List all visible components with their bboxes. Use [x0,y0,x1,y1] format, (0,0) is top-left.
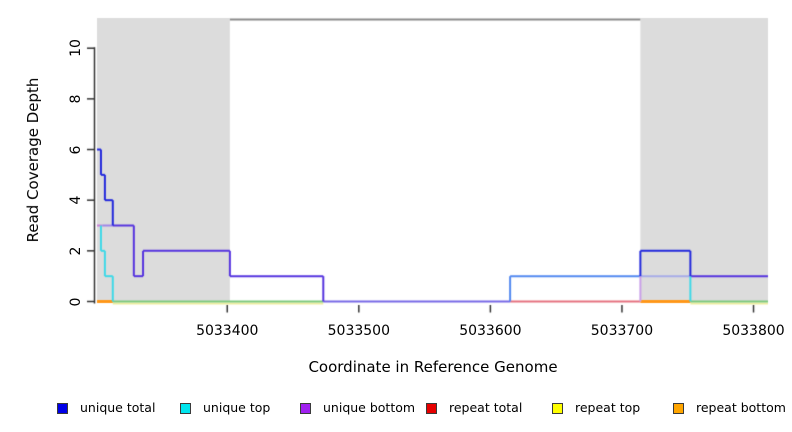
legend-label: unique bottom [323,400,416,415]
x-tick-label: 5033600 [459,323,522,339]
y-tick-label: 2 [68,246,84,256]
y-tick-label: 0 [68,297,84,306]
x-tick-label: 5033500 [327,323,390,339]
y-axis-title: Read Coverage Depth [24,77,42,243]
y-tick-label: 8 [68,94,84,104]
legend-swatch-repeat-bottom [673,402,684,414]
legend-swatch-repeat-top [552,402,563,414]
legend-label: unique top [203,400,271,415]
legend-label: repeat bottom [696,400,786,415]
x-axis-title: Coordinate in Reference Genome [308,358,558,376]
legend-item-repeat-total: repeat total [426,399,522,417]
legend: unique total unique top unique bottom repea… [0,399,792,419]
legend-swatch-unique-top [180,402,191,414]
legend-label: repeat total [449,400,523,415]
legend-swatch-unique-bottom [300,402,311,414]
legend-item-unique-top: unique top [180,399,270,417]
legend-item-repeat-bottom: repeat bottom [673,399,786,417]
legend-swatch-unique-total [57,402,68,414]
legend-item-unique-bottom: unique bottom [300,399,415,417]
x-tick-label: 5033700 [590,323,654,339]
legend-swatch-repeat-total [426,402,437,414]
legend-label: unique total [80,400,156,415]
x-tick-label: 5033400 [196,323,259,339]
y-tick-label: 10 [68,39,84,58]
legend-item-repeat-top: repeat top [552,399,640,417]
legend-item-unique-total: unique total [57,399,155,417]
y-tick-label: 6 [68,145,84,154]
legend-label: repeat top [575,400,641,415]
y-tick-label: 4 [68,195,84,205]
x-tick-label: 5033800 [722,323,785,339]
